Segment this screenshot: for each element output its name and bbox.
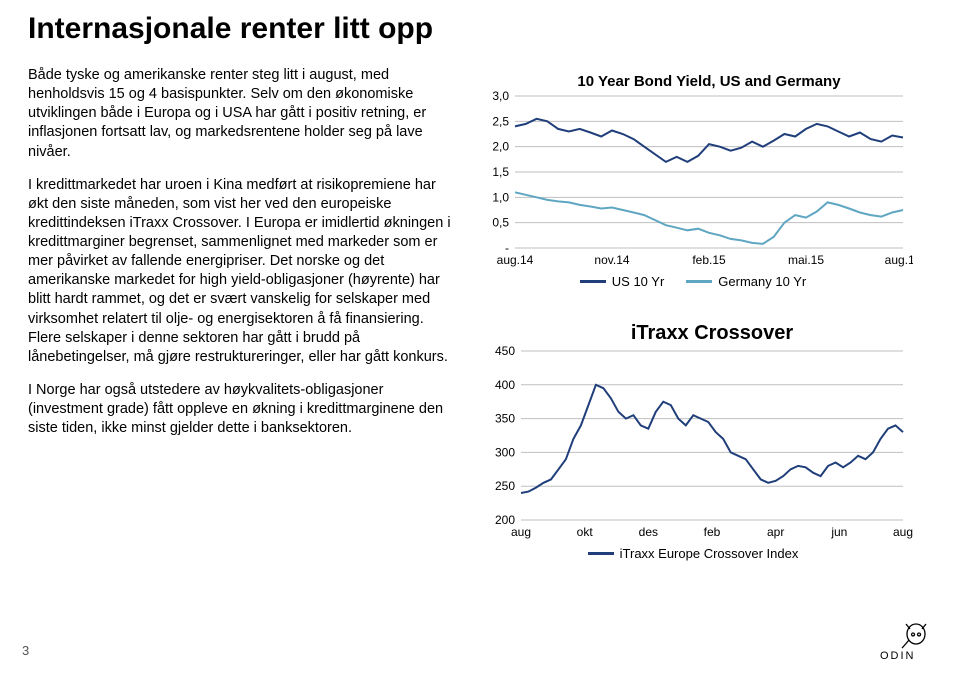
legend-label: Germany 10 Yr	[718, 274, 806, 289]
legend-item: Germany 10 Yr	[686, 274, 806, 289]
svg-text:2,0: 2,0	[492, 140, 509, 154]
svg-text:300: 300	[495, 445, 515, 459]
svg-text:feb: feb	[704, 525, 721, 539]
paragraph-1: Både tyske og amerikanske renter steg li…	[28, 66, 459, 162]
logo-text: ODIN	[880, 650, 916, 661]
itraxx-chart: iTraxx Crossover200250300350400450augokt…	[473, 317, 913, 561]
svg-text:10 Year Bond Yield, US and Ger: 10 Year Bond Yield, US and Germany	[577, 73, 841, 90]
itraxx-legend: iTraxx Europe Crossover Index	[473, 546, 913, 561]
bond-yield-chart: 10 Year Bond Yield, US and Germany-0,51,…	[473, 70, 913, 289]
svg-text:jun: jun	[830, 525, 847, 539]
legend-swatch	[580, 280, 606, 283]
itraxx-chart-svg: iTraxx Crossover200250300350400450augokt…	[473, 317, 913, 542]
svg-text:okt: okt	[577, 525, 594, 539]
svg-text:des: des	[639, 525, 658, 539]
svg-text:mai.15: mai.15	[788, 253, 824, 267]
svg-text:feb.15: feb.15	[692, 253, 726, 267]
svg-text:aug.14: aug.14	[497, 253, 534, 267]
svg-text:400: 400	[495, 378, 515, 392]
body-text: Både tyske og amerikanske renter steg li…	[28, 66, 473, 589]
legend-item: iTraxx Europe Crossover Index	[588, 546, 799, 561]
svg-text:iTraxx Crossover: iTraxx Crossover	[631, 322, 794, 344]
legend-swatch	[686, 280, 712, 283]
svg-text:1,5: 1,5	[492, 165, 509, 179]
paragraph-3: I Norge har også utstedere av høykvalite…	[28, 381, 459, 438]
svg-text:aug: aug	[511, 525, 531, 539]
svg-text:aug.15: aug.15	[885, 253, 913, 267]
svg-text:1,0: 1,0	[492, 190, 509, 204]
svg-text:aug: aug	[893, 525, 913, 539]
svg-text:3,0: 3,0	[492, 89, 509, 103]
charts-column: 10 Year Bond Yield, US and Germany-0,51,…	[473, 66, 928, 589]
svg-text:nov.14: nov.14	[594, 253, 629, 267]
svg-text:2,5: 2,5	[492, 114, 509, 128]
page-title: Internasjonale renter litt opp	[0, 0, 960, 46]
svg-text:350: 350	[495, 412, 515, 426]
legend-swatch	[588, 552, 614, 555]
svg-text:apr: apr	[767, 525, 784, 539]
svg-text:250: 250	[495, 479, 515, 493]
odin-logo: ODIN	[880, 621, 936, 666]
legend-label: US 10 Yr	[612, 274, 665, 289]
page-number: 3	[22, 643, 29, 658]
legend-label: iTraxx Europe Crossover Index	[620, 546, 799, 561]
paragraph-2: I kredittmarkedet har uroen i Kina medfø…	[28, 176, 459, 367]
content-area: Både tyske og amerikanske renter steg li…	[0, 46, 960, 589]
svg-text:450: 450	[495, 344, 515, 358]
bond-yield-chart-svg: 10 Year Bond Yield, US and Germany-0,51,…	[473, 70, 913, 270]
svg-text:0,5: 0,5	[492, 216, 509, 230]
bond-yield-legend: US 10 Yr Germany 10 Yr	[473, 274, 913, 289]
legend-item: US 10 Yr	[580, 274, 665, 289]
